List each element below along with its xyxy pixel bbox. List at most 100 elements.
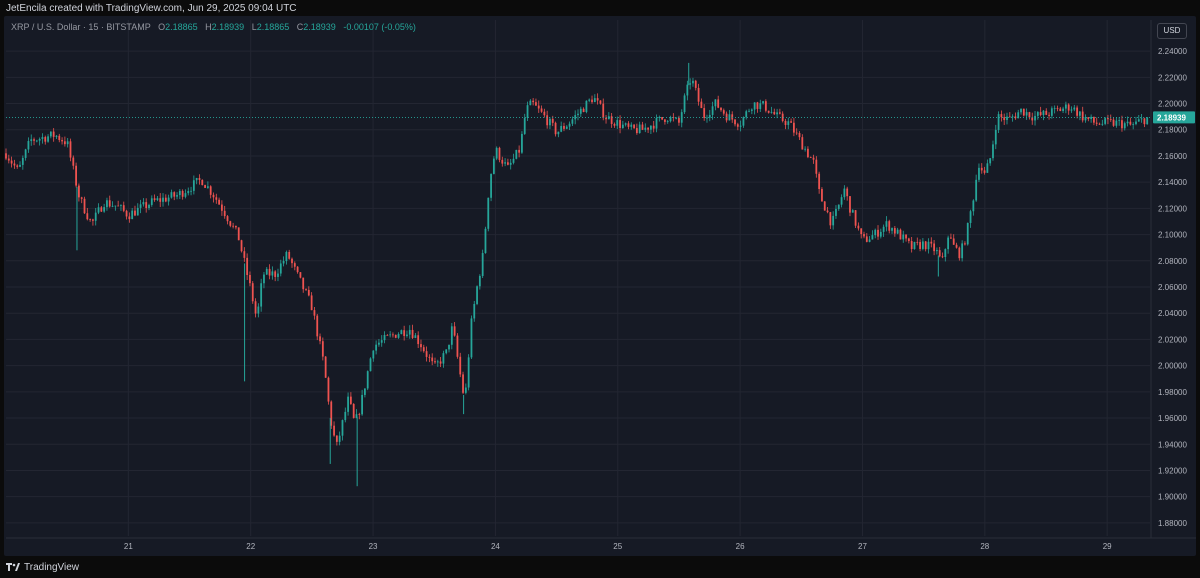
candle-body: [593, 98, 596, 103]
candle-body: [944, 249, 947, 258]
candle-body: [706, 117, 708, 119]
candle-body: [319, 336, 321, 342]
candle-body: [504, 162, 506, 164]
candle-body: [818, 173, 821, 190]
candle-body: [540, 108, 543, 112]
footer-brand[interactable]: TradingView: [6, 561, 79, 573]
candle-body: [167, 197, 170, 202]
candle-body: [1039, 112, 1042, 116]
candle-body: [966, 222, 969, 245]
candle-body: [829, 212, 832, 226]
candle-body: [947, 237, 950, 250]
candle-body: [254, 301, 257, 314]
candle-body: [804, 148, 807, 150]
candle-body: [591, 99, 593, 103]
y-tick-label: 1.98000: [1158, 388, 1187, 397]
candle-body: [86, 213, 89, 220]
candle-body: [215, 197, 218, 200]
candle-body: [260, 283, 263, 307]
candle-body: [978, 167, 980, 180]
candle-body: [1112, 119, 1115, 126]
candle-body: [672, 117, 675, 118]
high-label: H: [205, 22, 212, 32]
candle-body: [201, 179, 204, 186]
candle-body: [793, 122, 795, 133]
candle-body: [563, 125, 565, 129]
candle-body: [518, 149, 521, 153]
candle-body: [826, 210, 829, 213]
currency-button[interactable]: USD: [1157, 23, 1187, 39]
candle-body: [159, 198, 162, 202]
candle-body: [422, 347, 425, 352]
y-tick-label: 1.94000: [1158, 440, 1187, 449]
candle-body: [936, 250, 938, 252]
candle-body: [442, 353, 445, 364]
candle-body: [689, 83, 692, 85]
last-price-label: 2.18939: [1157, 113, 1186, 122]
candle-body: [462, 374, 464, 393]
candle-body: [1070, 109, 1073, 111]
candle-body: [700, 101, 703, 109]
candle-body: [807, 148, 809, 158]
y-tick-label: 2.06000: [1158, 283, 1187, 292]
candle-body: [703, 108, 706, 118]
candle-body: [961, 243, 964, 259]
candle-body: [347, 396, 349, 412]
candle-body: [170, 192, 173, 198]
candle-body: [293, 263, 296, 267]
candle-body: [588, 99, 591, 101]
candle-body: [860, 228, 863, 235]
candle-body: [181, 190, 184, 197]
candle-body: [134, 210, 136, 216]
candle-body: [1081, 111, 1084, 121]
candle-body: [72, 157, 75, 166]
candle-body: [131, 210, 134, 220]
candle-body: [683, 95, 686, 113]
candle-body: [781, 113, 784, 121]
open-label: O: [158, 22, 166, 32]
candle-body: [400, 330, 403, 335]
candle-body: [666, 121, 669, 122]
candle-body: [156, 198, 159, 201]
x-tick-label: 21: [124, 542, 133, 551]
candle-body: [997, 114, 1000, 130]
symbol-legend: XRP / U.S. Dollar · 15 · BITSTAMP O2.188…: [11, 22, 416, 32]
candle-body: [1087, 117, 1090, 119]
candle-body: [633, 124, 635, 129]
candle-body: [509, 162, 512, 165]
candle-body: [823, 201, 826, 211]
candle-body: [274, 271, 277, 277]
candle-body: [470, 318, 473, 358]
candle-body: [434, 361, 436, 363]
candle-body: [178, 190, 181, 196]
candle-body: [282, 260, 285, 264]
candle-body: [941, 256, 944, 258]
candle-body: [812, 157, 815, 160]
candle-body: [658, 117, 661, 119]
candle-body: [198, 178, 201, 180]
candle-body: [240, 240, 243, 252]
candle-body: [927, 241, 930, 250]
candle-body: [38, 139, 41, 141]
symbol-name[interactable]: XRP / U.S. Dollar · 15 · BITSTAMP: [11, 22, 151, 32]
chart-panel[interactable]: [4, 16, 1196, 556]
candle-body: [375, 344, 378, 351]
candle-body: [753, 102, 756, 110]
candle-body: [1115, 120, 1118, 126]
candle-body: [795, 132, 798, 134]
candle-body: [150, 198, 153, 205]
candle-body: [190, 190, 192, 192]
y-tick-label: 2.12000: [1158, 204, 1187, 213]
candle-body: [235, 225, 237, 228]
candle-body: [938, 250, 941, 257]
y-tick-label: 2.02000: [1158, 335, 1187, 344]
candle-body: [515, 149, 518, 159]
change-value: -0.00107 (-0.05%): [343, 22, 416, 32]
candle-body: [316, 315, 319, 337]
candle-body: [969, 211, 972, 223]
candle-body: [341, 420, 344, 436]
candle-body: [305, 289, 307, 290]
candle-body: [420, 344, 422, 348]
candle-body: [333, 425, 335, 436]
